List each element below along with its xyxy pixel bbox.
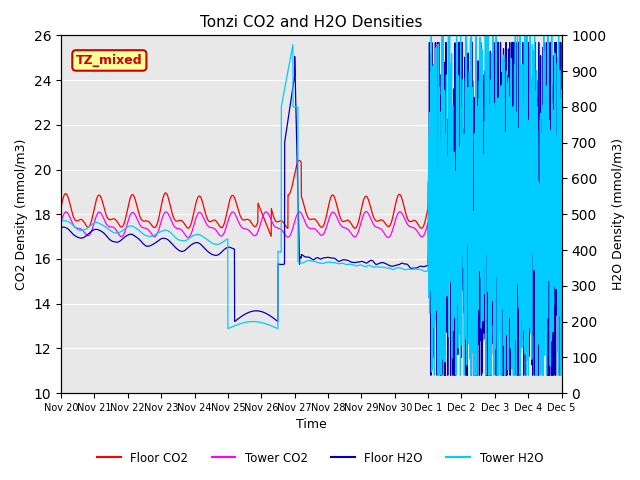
- Tower CO2: [249, 232, 257, 238]
- Tower CO2: [115, 230, 122, 236]
- Tower CO2: [57, 219, 65, 225]
- Line: Floor CO2: Floor CO2: [61, 160, 561, 248]
- Floor CO2: [451, 245, 458, 251]
- Floor CO2: [249, 222, 257, 228]
- Floor CO2: [548, 216, 556, 222]
- Floor H2O: [557, 358, 565, 364]
- Floor CO2: [115, 220, 122, 226]
- Tower H2O: [548, 101, 556, 107]
- Tower CO2: [144, 227, 152, 232]
- Tower CO2: [494, 203, 502, 209]
- Line: Tower H2O: Tower H2O: [61, 36, 561, 375]
- Tower H2O: [271, 324, 278, 330]
- Tower CO2: [548, 228, 556, 233]
- Y-axis label: H2O Density (mmol/m3): H2O Density (mmol/m3): [612, 138, 625, 290]
- Line: Tower CO2: Tower CO2: [61, 186, 561, 254]
- X-axis label: Time: Time: [296, 419, 326, 432]
- Floor CO2: [494, 186, 502, 192]
- Tower H2O: [557, 87, 565, 93]
- Tower CO2: [271, 223, 278, 229]
- Tower CO2: [432, 183, 440, 189]
- Tower H2O: [494, 319, 502, 324]
- Floor CO2: [57, 204, 65, 210]
- Floor CO2: [296, 157, 303, 163]
- Floor H2O: [57, 225, 65, 230]
- Text: TZ_mixed: TZ_mixed: [76, 54, 143, 67]
- Tower H2O: [249, 319, 257, 324]
- Floor H2O: [494, 57, 502, 62]
- Floor CO2: [557, 206, 565, 212]
- Tower H2O: [144, 233, 152, 239]
- Y-axis label: CO2 Density (mmol/m3): CO2 Density (mmol/m3): [15, 139, 28, 290]
- Tower H2O: [115, 230, 122, 236]
- Floor CO2: [271, 216, 278, 222]
- Floor H2O: [548, 217, 556, 223]
- Tower CO2: [557, 251, 565, 257]
- Tower CO2: [557, 251, 565, 256]
- Floor CO2: [144, 218, 152, 224]
- Tower H2O: [431, 372, 438, 378]
- Tower H2O: [428, 33, 435, 38]
- Floor H2O: [115, 239, 122, 245]
- Line: Floor H2O: Floor H2O: [61, 43, 561, 375]
- Title: Tonzi CO2 and H2O Densities: Tonzi CO2 and H2O Densities: [200, 15, 422, 30]
- Legend: Floor CO2, Tower CO2, Floor H2O, Tower H2O: Floor CO2, Tower CO2, Floor H2O, Tower H…: [92, 447, 548, 469]
- Floor H2O: [427, 372, 435, 378]
- Floor H2O: [144, 243, 152, 249]
- Floor H2O: [426, 40, 433, 46]
- Tower H2O: [57, 219, 65, 225]
- Floor H2O: [249, 308, 257, 314]
- Floor H2O: [271, 316, 278, 322]
